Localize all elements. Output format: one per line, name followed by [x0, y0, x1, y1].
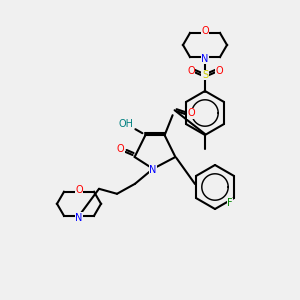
Text: O: O: [75, 185, 83, 195]
Text: N: N: [75, 213, 83, 223]
Text: OH: OH: [119, 119, 134, 129]
Text: N: N: [149, 165, 157, 175]
Text: O: O: [201, 26, 209, 36]
Text: S: S: [202, 70, 208, 80]
Text: O: O: [117, 144, 124, 154]
Text: O: O: [188, 108, 195, 118]
Text: O: O: [187, 66, 195, 76]
Text: F: F: [227, 198, 233, 208]
Text: O: O: [215, 66, 223, 76]
Text: N: N: [201, 54, 209, 64]
